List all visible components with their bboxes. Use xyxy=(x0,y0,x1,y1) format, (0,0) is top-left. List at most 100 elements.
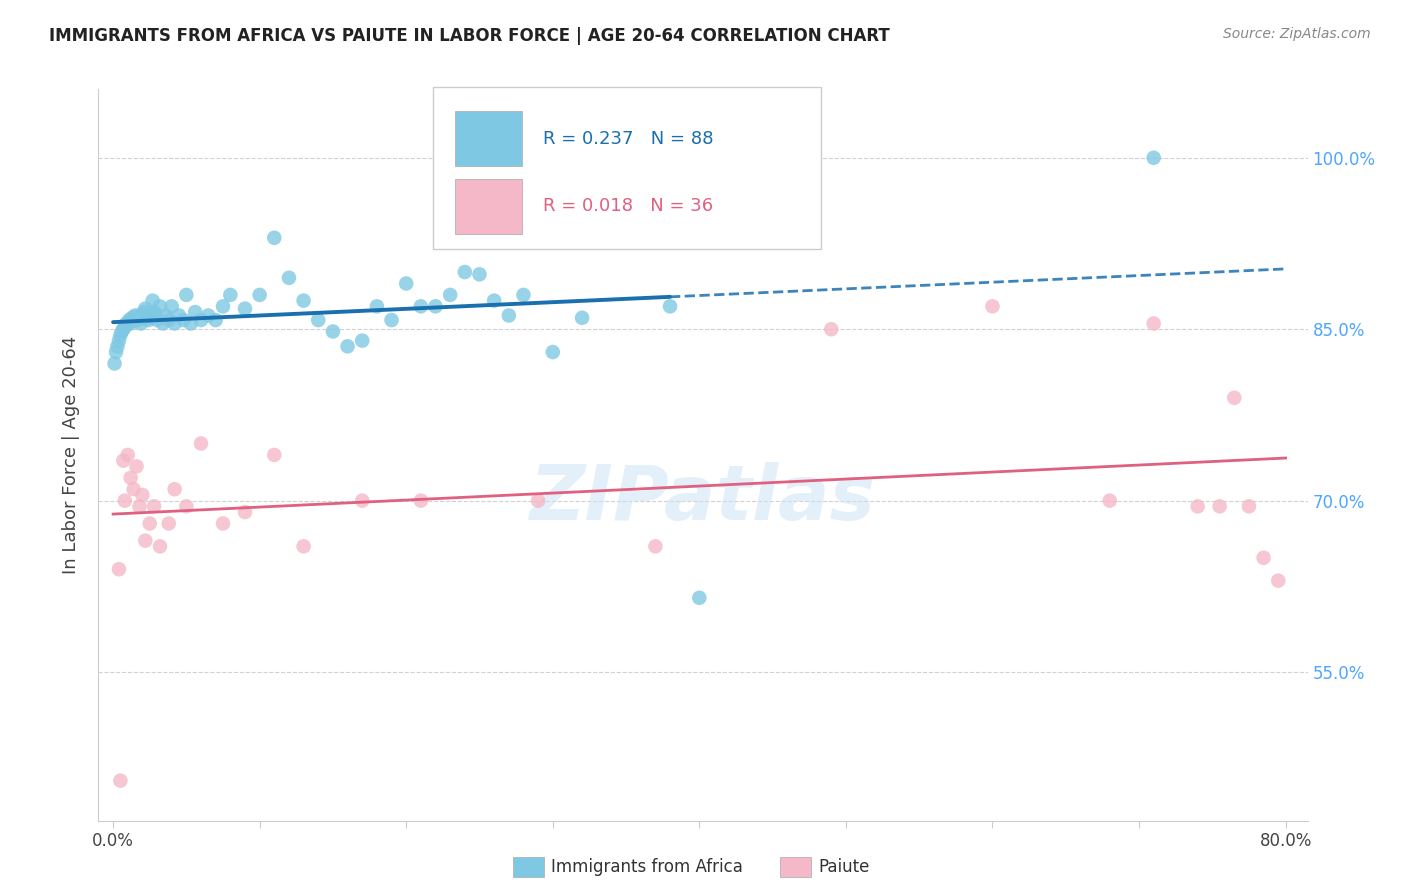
Point xyxy=(249,288,271,302)
Point xyxy=(122,482,145,496)
Point xyxy=(395,277,418,291)
Point xyxy=(468,268,491,282)
Point xyxy=(138,516,160,531)
Point xyxy=(212,299,235,313)
Point xyxy=(110,773,132,788)
Text: Paiute: Paiute xyxy=(818,858,870,876)
Point xyxy=(336,339,359,353)
Point xyxy=(155,309,177,323)
Point xyxy=(644,539,666,553)
Point xyxy=(146,313,169,327)
Point xyxy=(482,293,505,308)
Point xyxy=(454,265,477,279)
Point xyxy=(409,493,432,508)
Point xyxy=(263,448,285,462)
Point xyxy=(512,288,534,302)
Point xyxy=(157,313,180,327)
Point xyxy=(149,539,172,553)
Point xyxy=(120,317,142,331)
Point xyxy=(527,493,550,508)
Point xyxy=(263,231,285,245)
Point xyxy=(292,539,315,553)
Point xyxy=(233,505,256,519)
Point xyxy=(143,305,166,319)
Point xyxy=(138,310,160,325)
Bar xyxy=(456,178,522,234)
Point xyxy=(352,493,374,508)
Point xyxy=(688,591,710,605)
Point xyxy=(107,339,129,353)
Point xyxy=(1143,151,1166,165)
Point xyxy=(190,313,212,327)
Point xyxy=(131,488,153,502)
Point xyxy=(1237,500,1260,514)
Point xyxy=(132,305,155,319)
Text: ZIPatlas: ZIPatlas xyxy=(530,462,876,536)
Point xyxy=(233,301,256,316)
Point xyxy=(141,309,163,323)
Point xyxy=(1098,493,1121,508)
Point xyxy=(117,317,139,331)
Point xyxy=(160,299,183,313)
Point xyxy=(409,299,432,313)
Point xyxy=(128,309,150,323)
Point xyxy=(127,313,149,327)
Point xyxy=(128,500,150,514)
Point xyxy=(278,270,301,285)
Point xyxy=(117,448,139,462)
Point xyxy=(105,345,128,359)
Point xyxy=(125,310,148,325)
Text: R = 0.018   N = 36: R = 0.018 N = 36 xyxy=(543,197,713,215)
Point xyxy=(981,299,1004,313)
Point xyxy=(112,453,135,467)
Point xyxy=(103,356,125,371)
Point xyxy=(1223,391,1246,405)
Point xyxy=(152,317,174,331)
Point xyxy=(380,313,402,327)
Point xyxy=(122,313,145,327)
Point xyxy=(1208,500,1230,514)
Point xyxy=(176,500,198,514)
Point xyxy=(1253,550,1275,565)
Text: IMMIGRANTS FROM AFRICA VS PAIUTE IN LABOR FORCE | AGE 20-64 CORRELATION CHART: IMMIGRANTS FROM AFRICA VS PAIUTE IN LABO… xyxy=(49,27,890,45)
Point xyxy=(135,309,157,323)
Point xyxy=(157,516,180,531)
Text: Source: ZipAtlas.com: Source: ZipAtlas.com xyxy=(1223,27,1371,41)
Point xyxy=(129,317,152,331)
Text: R = 0.237   N = 88: R = 0.237 N = 88 xyxy=(543,129,714,147)
Point xyxy=(498,309,520,323)
Point xyxy=(108,562,131,576)
Point xyxy=(115,317,138,331)
Point xyxy=(136,313,159,327)
Point xyxy=(145,309,167,323)
Bar xyxy=(456,112,522,166)
Point xyxy=(167,309,190,323)
Point xyxy=(352,334,374,348)
Point xyxy=(820,322,842,336)
Point xyxy=(111,325,134,339)
Point xyxy=(184,305,207,319)
Point xyxy=(322,325,344,339)
Point xyxy=(163,317,186,331)
Point xyxy=(114,319,136,334)
Point xyxy=(307,313,329,327)
Point xyxy=(659,299,682,313)
Point xyxy=(114,493,136,508)
Point xyxy=(219,288,242,302)
Point xyxy=(571,310,593,325)
Point xyxy=(142,293,165,308)
Point xyxy=(121,310,143,325)
Point xyxy=(112,322,135,336)
Point xyxy=(110,327,132,342)
Point xyxy=(134,301,156,316)
Point xyxy=(143,500,166,514)
Point xyxy=(439,288,461,302)
Point xyxy=(366,299,388,313)
Point xyxy=(197,309,219,323)
Point xyxy=(118,313,141,327)
Point xyxy=(212,516,235,531)
Point xyxy=(134,533,156,548)
Point xyxy=(204,313,226,327)
Point xyxy=(131,310,153,325)
Point xyxy=(108,334,131,348)
